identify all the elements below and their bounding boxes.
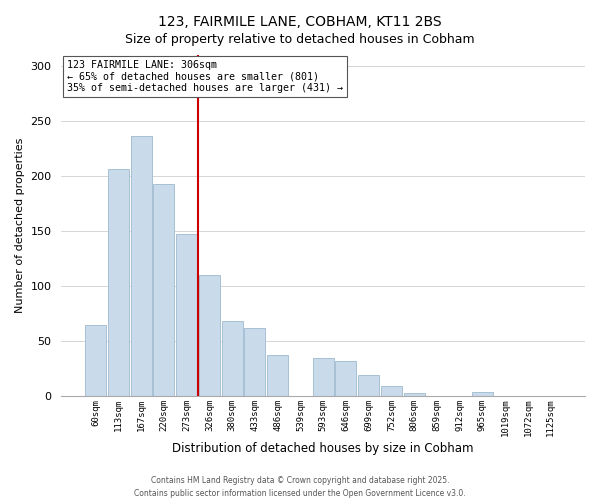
Bar [199,275,220,396]
Text: Contains HM Land Registry data © Crown copyright and database right 2025.
Contai: Contains HM Land Registry data © Crown c… [134,476,466,498]
Text: 123, FAIRMILE LANE, COBHAM, KT11 2BS: 123, FAIRMILE LANE, COBHAM, KT11 2BS [158,15,442,29]
Bar [358,375,379,396]
Bar [154,184,175,396]
Bar [222,321,242,396]
Bar [313,358,334,396]
Bar [176,234,197,396]
Text: Size of property relative to detached houses in Cobham: Size of property relative to detached ho… [125,32,475,46]
Bar [131,136,152,396]
Bar [472,392,493,396]
Bar [335,361,356,396]
Bar [404,392,425,396]
Bar [381,386,402,396]
Bar [244,328,265,396]
Bar [267,356,288,396]
Text: 123 FAIRMILE LANE: 306sqm
← 65% of detached houses are smaller (801)
35% of semi: 123 FAIRMILE LANE: 306sqm ← 65% of detac… [67,60,343,94]
X-axis label: Distribution of detached houses by size in Cobham: Distribution of detached houses by size … [172,442,474,455]
Bar [108,170,129,396]
Y-axis label: Number of detached properties: Number of detached properties [15,138,25,313]
Bar [85,324,106,396]
